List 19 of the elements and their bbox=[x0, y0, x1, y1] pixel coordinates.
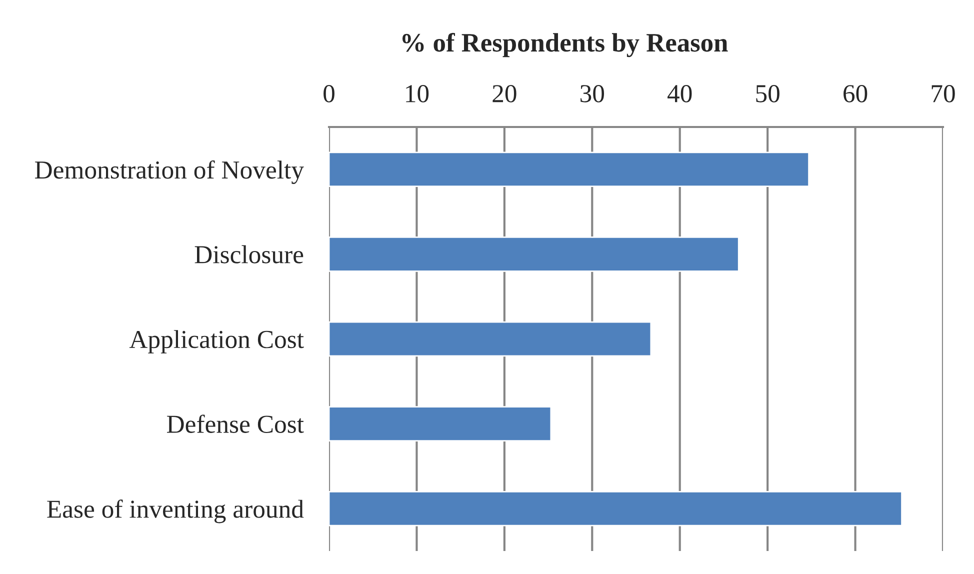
x-tick-label: 70 bbox=[932, 84, 955, 102]
x-tick-label: 20 bbox=[492, 84, 516, 102]
y-tick-label: Disclosure bbox=[194, 245, 304, 264]
bar bbox=[329, 236, 740, 272]
y-tick-label: Demonstration of Novelty bbox=[34, 160, 304, 184]
bar bbox=[329, 406, 552, 442]
x-tick-label: 0 bbox=[324, 84, 334, 102]
bar bbox=[329, 321, 652, 357]
x-tick-label: 30 bbox=[580, 84, 604, 102]
bar bbox=[329, 490, 902, 526]
x-tick-label: 40 bbox=[668, 84, 692, 102]
y-tick-label: Defense Cost bbox=[167, 414, 304, 433]
x-tick-label: 60 bbox=[844, 84, 868, 102]
y-tick-label: Ease of inventing around bbox=[47, 500, 304, 524]
chart-title: % of Respondents by Reason bbox=[402, 32, 728, 58]
bar bbox=[329, 152, 810, 188]
y-tick-label: Application Cost bbox=[129, 330, 304, 354]
x-tick-label: 10 bbox=[406, 84, 429, 102]
x-tick-label: 50 bbox=[756, 84, 780, 102]
